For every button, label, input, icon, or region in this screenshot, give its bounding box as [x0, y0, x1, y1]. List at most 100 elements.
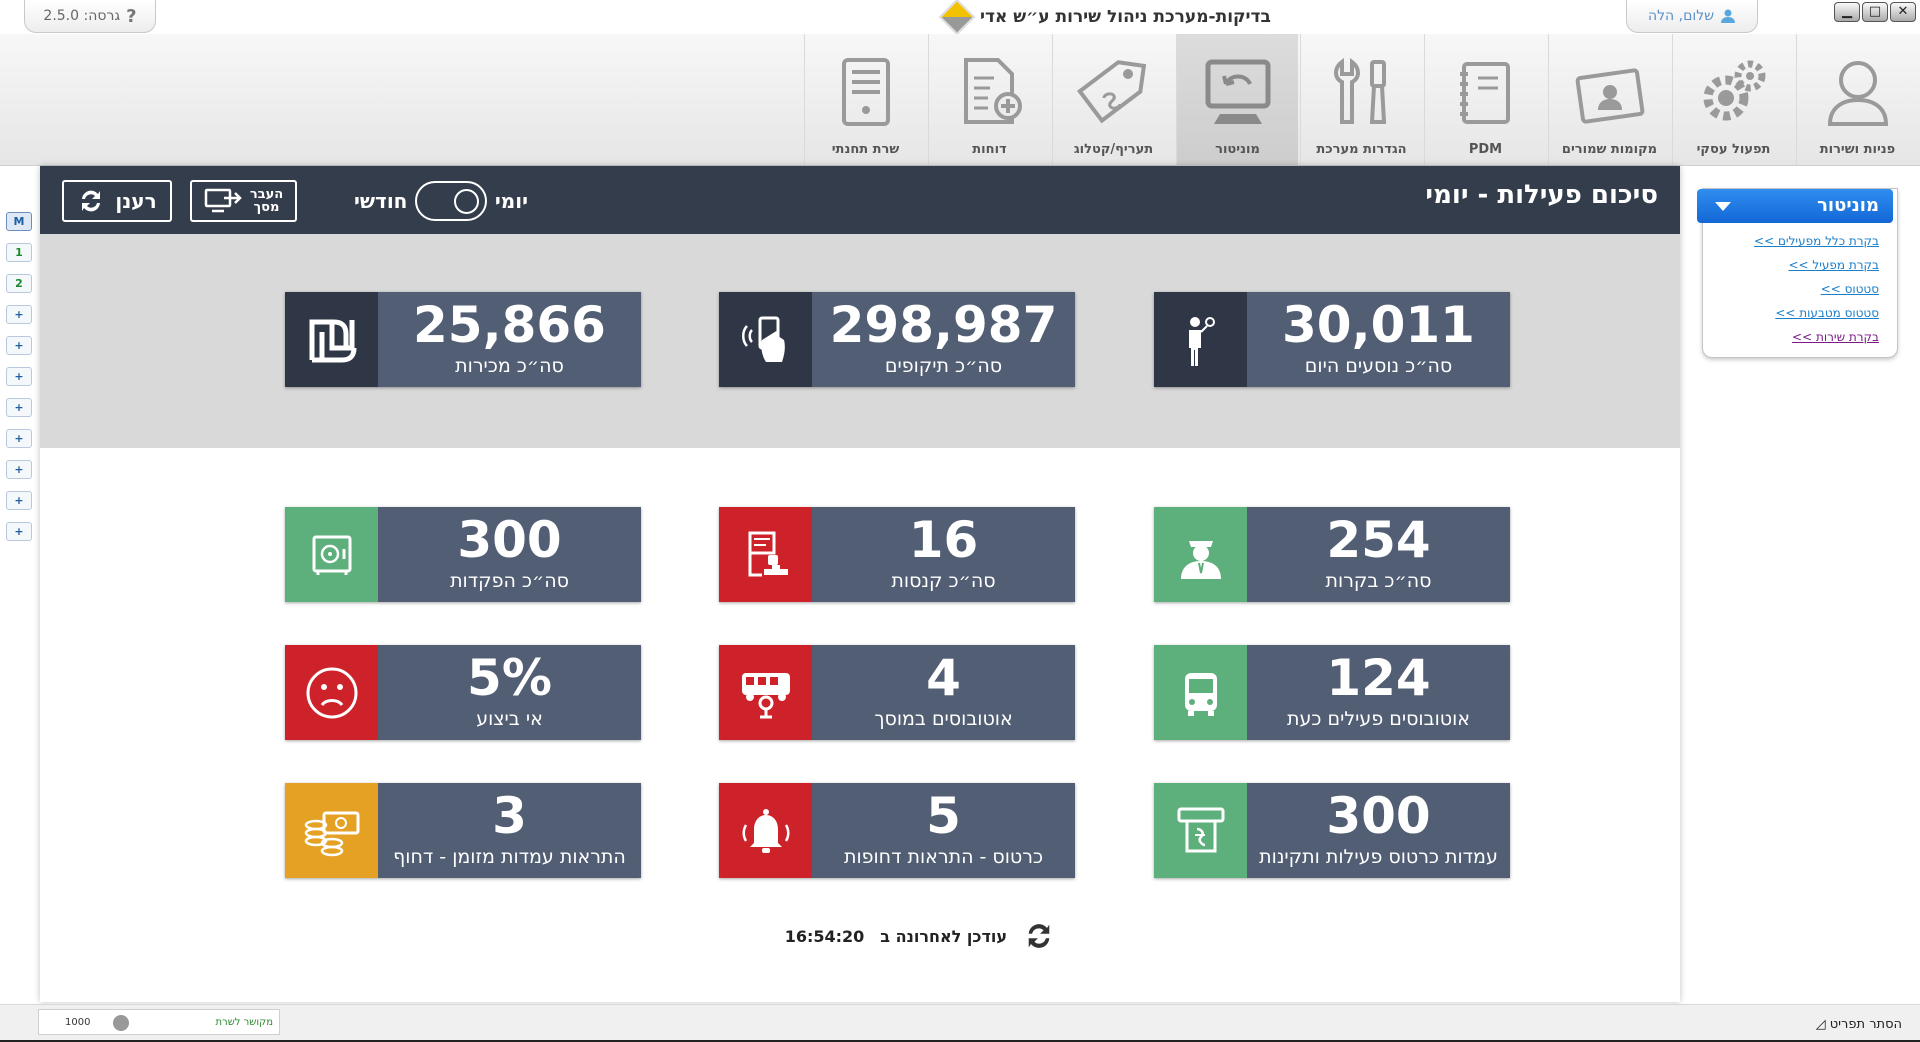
server-icon: [841, 58, 890, 126]
nav-item-monitor[interactable]: מוניטור: [1176, 34, 1298, 165]
slot-1-button[interactable]: 1: [6, 243, 32, 262]
inspector-icon: [1154, 507, 1247, 602]
connection-label: מקושר לשרת: [215, 1017, 273, 1028]
chevron-down-icon[interactable]: [1715, 202, 1731, 211]
toggle-daily-label[interactable]: יומי: [494, 189, 528, 213]
period-toggle[interactable]: חודשי יומי: [354, 180, 528, 222]
add-slot-button[interactable]: +: [6, 367, 32, 386]
stat-card-buses-in-garage[interactable]: 4 אוטובוסים במוסך: [719, 645, 1075, 740]
stat-card-deposits[interactable]: 300 סה״כ הפקדות: [285, 507, 641, 602]
stat-card-active-buses[interactable]: 124 אוטובוסים פעילים כעת: [1154, 645, 1510, 740]
stat-label: כרטוס - התראות דחופות: [843, 846, 1044, 868]
safe-icon: [285, 507, 378, 602]
refresh-icon[interactable]: [1023, 920, 1055, 952]
monitor-icon: [1205, 59, 1270, 124]
stat-card-validations[interactable]: 298,987 סה״כ תיקופים: [719, 292, 1075, 387]
stat-label: אוטובוסים פעילים כעת: [1287, 708, 1470, 730]
move-screen-button[interactable]: העבר מסך: [190, 180, 297, 222]
alarm-bell-icon: [719, 783, 812, 878]
stat-label: סה״כ תיקופים: [884, 355, 1003, 377]
refresh-button[interactable]: רענן: [62, 180, 172, 222]
user-greeting: שלום, הלה: [1647, 8, 1715, 24]
panel-header: סיכום פעילות - יומי חודשי יומי העבר מסך …: [40, 166, 1680, 234]
add-slot-button[interactable]: +: [6, 460, 32, 479]
sidebar-link-status[interactable]: סטטוס >>: [1820, 282, 1879, 296]
stat-label: התראות עמדות מזומן - דחוף: [393, 846, 626, 868]
stat-value: 25,866: [413, 296, 606, 354]
stat-card-ticketing-alerts[interactable]: 5 כרטוס - התראות דחופות: [719, 783, 1075, 878]
passenger-icon: [1154, 292, 1247, 387]
connection-status: 1000 מקושר לשרת: [38, 1009, 280, 1035]
stat-card-fines[interactable]: 16 סה״כ קנסות: [719, 507, 1075, 602]
report-icon: [963, 58, 1022, 124]
stat-value: 300: [1326, 787, 1431, 845]
title-bar: ? גרסה: 2.5.0 בדיקות-מערכת ניהול שירות ע…: [0, 0, 1920, 36]
stat-value: 4: [926, 649, 961, 707]
sad-face-icon: [285, 645, 378, 740]
stat-card-cash-alerts[interactable]: 3 התראות עמדות מזומן - דחוף: [285, 783, 641, 878]
sidebar-link-coin-status[interactable]: סטטוס מטבעות >>: [1775, 306, 1879, 320]
nav-item-business-ops[interactable]: תפעול עסקי: [1672, 34, 1794, 165]
period-switch[interactable]: [415, 181, 488, 221]
version-label: גרסה: 2.5.0: [43, 8, 121, 24]
sidebar-title: מוניטור: [1817, 195, 1879, 216]
stat-card-ticket-machines[interactable]: 300 עמדות כרטוס פעילות ותקינות: [1154, 783, 1510, 878]
slot-main-button[interactable]: M: [6, 212, 32, 231]
sidebar-link-all-operators[interactable]: בקרת כלל מפעילים >>: [1754, 234, 1879, 248]
restore-button[interactable]: □: [1862, 2, 1888, 22]
nav-item-reports[interactable]: דוחות: [928, 34, 1050, 165]
stat-value: 124: [1326, 649, 1431, 707]
page-title: סיכום פעילות - יומי: [1425, 180, 1658, 210]
sidebar-link-service-control[interactable]: בקרת שירות >>: [1792, 330, 1879, 344]
stat-label: סה״כ בקרות: [1325, 570, 1432, 592]
connection-indicator-icon: [113, 1015, 129, 1031]
user-icon: [1827, 61, 1888, 126]
screen-transfer-icon: [204, 188, 242, 213]
user-badge[interactable]: שלום, הלה: [1626, 0, 1758, 33]
stat-card-sales[interactable]: 25,866 סה״כ מכירות: [285, 292, 641, 387]
nav-item-catalog[interactable]: תעריף/קטלוג: [1052, 34, 1174, 165]
nav-item-reserved-seats[interactable]: מקומות שמורים: [1548, 34, 1670, 165]
bottom-border: [0, 1040, 1920, 1042]
app-logo-icon: [938, 0, 976, 36]
move-screen-label: העבר מסך: [249, 187, 284, 215]
sidebar-header[interactable]: מוניטור: [1697, 189, 1893, 223]
nav-item-station-server[interactable]: שרת תחנתי: [804, 34, 926, 165]
user-icon: [1721, 9, 1736, 23]
toggle-monthly-label[interactable]: חודשי: [354, 189, 408, 213]
app-title: בדיקות-מערכת ניהול שירות ע״ש אדי: [938, 0, 1340, 36]
status-bar: 1000 מקושר לשרת הסתר תפריט ◿: [0, 1004, 1920, 1042]
contactless-icon: [719, 292, 812, 387]
sidebar-link-operator[interactable]: בקרת מפעיל >>: [1788, 258, 1879, 272]
stat-card-non-performance[interactable]: 5% אי ביצוע: [285, 645, 641, 740]
hide-menu-button[interactable]: הסתר תפריט ◿: [1815, 1017, 1902, 1032]
version-badge[interactable]: ? גרסה: 2.5.0: [24, 0, 156, 33]
help-icon[interactable]: ?: [126, 5, 137, 27]
monitor-sidebar: מוניטור בקרת כלל מפעילים >> בקרת מפעיל >…: [1697, 188, 1898, 358]
add-slot-button[interactable]: +: [6, 522, 32, 541]
stat-value: 5: [926, 787, 961, 845]
close-button[interactable]: ✕: [1890, 2, 1916, 22]
add-slot-button[interactable]: +: [6, 429, 32, 448]
add-slot-button[interactable]: +: [6, 305, 32, 324]
stat-value: 5%: [467, 649, 552, 707]
nav-item-pdm[interactable]: PDM: [1424, 34, 1546, 165]
ticket-machine-icon: [1154, 783, 1247, 878]
id-card-icon: [1575, 68, 1644, 124]
stat-value: 254: [1326, 511, 1431, 569]
stat-label: אוטובוסים במוסך: [874, 708, 1013, 730]
fine-stamp-icon: [719, 507, 812, 602]
add-slot-button[interactable]: +: [6, 491, 32, 510]
last-updated-label: עודכן לאחרונה ב: [880, 926, 1007, 946]
add-slot-button[interactable]: +: [6, 398, 32, 417]
stat-card-passengers[interactable]: 30,011 סה״כ נוסעים היום: [1154, 292, 1510, 387]
status-value: 1000: [65, 1017, 91, 1028]
bus-garage-icon: [719, 645, 812, 740]
gears-icon: [1703, 60, 1765, 121]
nav-item-service[interactable]: פניות ושירות: [1796, 34, 1918, 165]
minimize-button[interactable]: ▁: [1834, 2, 1860, 22]
nav-item-system-settings[interactable]: הגדרות מערכת: [1300, 34, 1422, 165]
stat-card-inspections[interactable]: 254 סה״כ בקרות: [1154, 507, 1510, 602]
add-slot-button[interactable]: +: [6, 336, 32, 355]
slot-2-button[interactable]: 2: [6, 274, 32, 293]
